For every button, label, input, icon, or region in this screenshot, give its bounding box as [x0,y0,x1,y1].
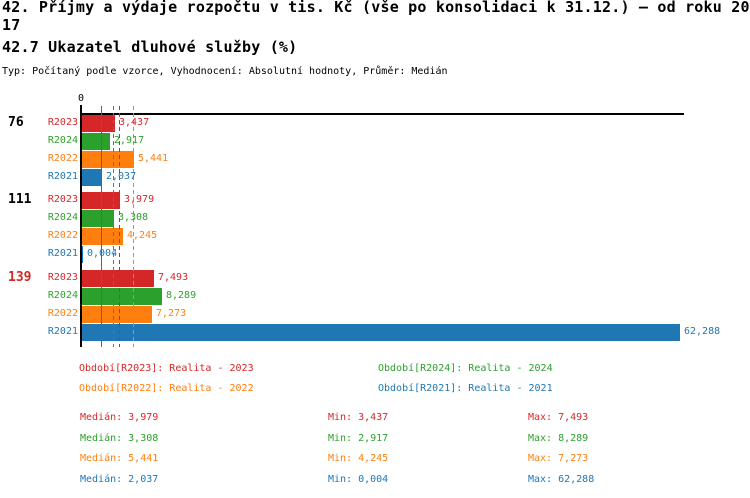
bar-value-label: 0,004 [87,248,118,259]
bar-value-label: 2,037 [106,171,137,182]
bar [82,151,134,168]
group-label: 76 [8,115,24,130]
legend-item: Období[R2024]: Realita - 2024 [378,363,553,374]
bar-row-label: R2021 [47,326,78,337]
bar-value-label: 8,289 [166,290,197,301]
legend-item: Období[R2021]: Realita - 2021 [378,383,553,394]
bar-value-label: 7,493 [158,272,189,283]
bar [82,306,152,323]
stat-max: Max: 7,493 [528,412,589,423]
bar [82,324,680,341]
stat-min: Min: 0,004 [328,474,389,485]
stat-median: Medián: 2,037 [80,474,159,485]
bar-value-label: 3,308 [118,212,149,223]
bar-value-label: 3,979 [124,194,155,205]
stat-max: Max: 8,289 [528,433,589,444]
stat-median: Medián: 5,441 [80,453,159,464]
bar [82,169,102,186]
median-line [101,106,102,347]
bar-row-label: R2022 [47,230,78,241]
report-meta-line: Typ: Počítaný podle vzorce, Vyhodnocení:… [2,66,448,77]
bar-value-label: 2,917 [114,135,145,146]
legend-item: Období[R2022]: Realita - 2022 [79,383,254,394]
stat-max: Max: 7,273 [528,453,589,464]
bar-row-label: R2024 [47,212,78,223]
bar-row-label: R2024 [47,135,78,146]
report-title-line1: 42. Příjmy a výdaje rozpočtu v tis. Kč (… [2,0,750,16]
bar [82,210,114,227]
bar-value-label: 5,441 [138,153,169,164]
stat-max: Max: 62,288 [528,474,595,485]
group-label: 111 [8,192,32,207]
report-subtitle: 42.7 Ukazatel dluhové služby (%) [2,38,298,56]
median-line [119,106,120,347]
bar [82,228,123,245]
bar-value-label: 3,437 [119,117,150,128]
bar-row-label: R2023 [47,117,78,128]
bar [82,133,110,150]
stat-min: Min: 2,917 [328,433,389,444]
median-line [133,106,134,347]
median-line [113,106,114,347]
stat-median: Medián: 3,308 [80,433,159,444]
stat-min: Min: 3,437 [328,412,389,423]
bar-row-label: R2022 [47,308,78,319]
bar-row-label: R2021 [47,248,78,259]
bar [82,246,83,263]
report-title-line2: 17 [2,16,21,34]
bar-row-label: R2021 [47,171,78,182]
bar-row-label: R2022 [47,153,78,164]
stat-median: Medián: 3,979 [80,412,159,423]
axis-zero-label: 0 [77,93,85,104]
bar-value-label: 62,288 [684,326,721,337]
legend-item: Období[R2023]: Realita - 2023 [79,363,254,374]
bar-row-label: R2023 [47,194,78,205]
bar [82,270,154,287]
bar-row-label: R2024 [47,290,78,301]
bar-row-label: R2023 [47,272,78,283]
y-axis-line [80,105,82,347]
bar-value-label: 4,245 [127,230,158,241]
x-axis-line [80,113,684,115]
bar [82,288,162,305]
bar [82,115,115,132]
group-label: 139 [8,270,32,285]
bar-value-label: 7,273 [156,308,187,319]
stat-min: Min: 4,245 [328,453,389,464]
